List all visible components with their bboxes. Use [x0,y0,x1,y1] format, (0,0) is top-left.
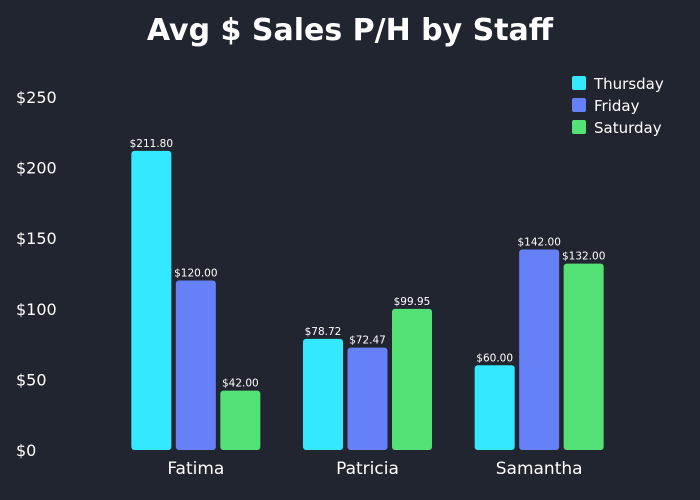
y-tick-label: $0 [16,441,36,460]
data-label: $132.00 [562,251,605,263]
bar-patricia-friday[interactable] [347,347,388,450]
bar-patricia-saturday[interactable] [392,308,432,450]
data-label: $72.47 [349,335,386,347]
data-label: $78.72 [305,326,342,338]
legend-label-friday[interactable]: Friday [594,97,640,115]
bar-fatima-thursday[interactable] [131,150,172,450]
legend-swatch-saturday[interactable] [572,120,586,134]
x-axis-ticks: Fatima Patricia Samantha [167,459,582,479]
data-label: $42.00 [222,378,259,390]
legend-swatch-friday[interactable] [572,98,586,112]
data-label: $142.00 [517,236,560,248]
legend[interactable]: Thursday Friday Saturday [572,75,664,137]
data-label: $120.00 [174,268,217,280]
bar-fatima-saturday[interactable] [220,390,261,450]
y-tick-label: $50 [16,370,47,389]
y-tick-label: $150 [16,229,57,248]
y-tick-label: $200 [16,159,57,178]
y-tick-label: $250 [16,88,57,107]
legend-label-thursday[interactable]: Thursday [593,75,664,93]
bar-samantha-thursday[interactable] [474,365,515,450]
data-label: $60.00 [476,352,513,364]
x-tick-label: Patricia [336,459,399,479]
data-label: $99.95 [394,296,431,308]
legend-swatch-thursday[interactable] [572,76,586,90]
legend-label-saturday[interactable]: Saturday [594,119,662,137]
y-tick-label: $100 [16,300,57,319]
chart-title: Avg $ Sales P/H by Staff [147,13,554,48]
bar-patricia-thursday[interactable] [303,338,343,450]
y-axis-ticks: $0 $50 $100 $150 $200 $250 [16,88,57,460]
bar-fatima-friday[interactable] [175,280,216,450]
bars: $211.80 $120.00 $42.00 $78.72 $72.47 $99.95 $6… [130,138,605,450]
x-tick-label: Fatima [167,459,224,479]
bar-samantha-friday[interactable] [519,249,560,450]
bar-samantha-saturday[interactable] [563,263,604,450]
data-label: $211.80 [130,138,173,150]
x-tick-label: Samantha [496,459,583,479]
